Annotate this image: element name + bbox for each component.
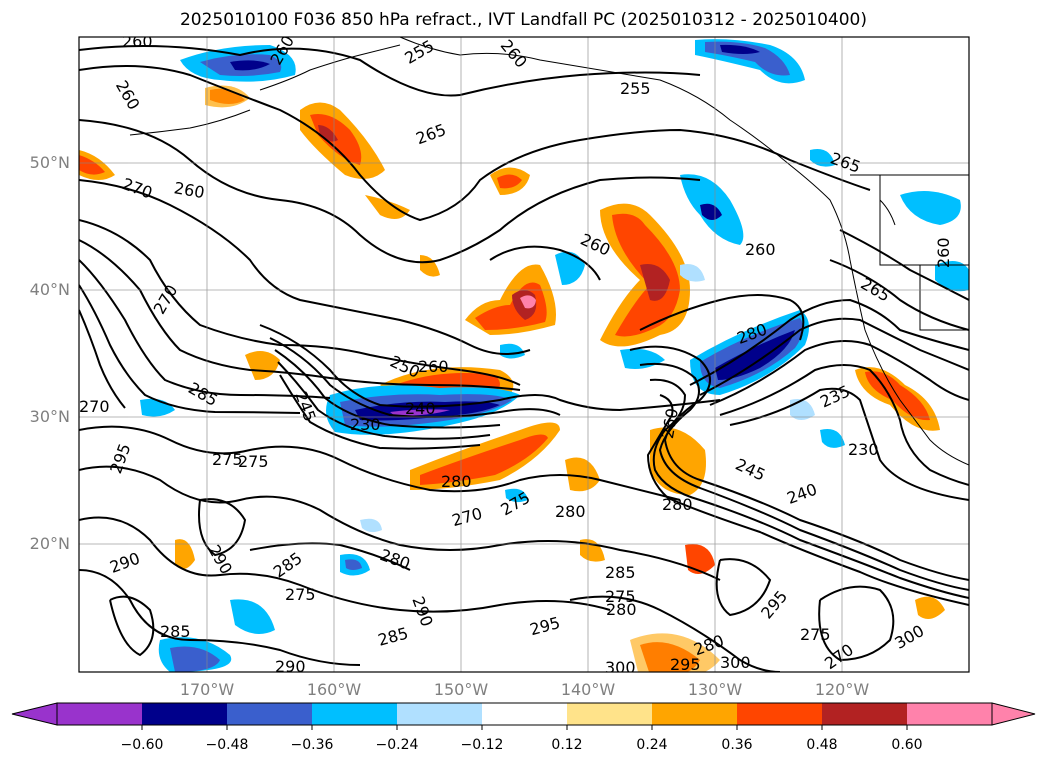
colorbar-tick-label: −0.12 (460, 737, 504, 753)
colorbar-tick-label: 0.24 (636, 737, 668, 753)
lat-label: 20°N (29, 534, 70, 553)
contour-label: 270 (79, 397, 110, 416)
contour-label: 260 (122, 32, 153, 51)
contour-label: 260 (745, 240, 776, 259)
colorbar-swatch (737, 703, 822, 725)
refractivity-shading (79, 39, 969, 672)
contour-label: 280 (662, 495, 693, 514)
colorbar-swatch (567, 703, 652, 725)
colorbar-tick-label: −0.60 (120, 737, 164, 753)
contour-label: 275 (238, 452, 269, 471)
contour-label: 240 (405, 399, 436, 418)
contour-label: 275 (605, 587, 636, 606)
plot-frame (78, 36, 970, 673)
colorbar-swatch (227, 703, 312, 725)
contour-label: 275 (212, 450, 243, 469)
contour-label: 295 (670, 655, 701, 674)
contour-label-group: 260 260 260 270 260 265 255 265 260 260 … (79, 32, 953, 677)
colorbar-swatch (482, 703, 567, 725)
map-title: 2025010100 F036 850 hPa refract., IVT La… (179, 10, 867, 30)
contour-label: 260 (418, 357, 449, 376)
contour-label: 255 (620, 79, 651, 98)
contour-label: 285 (605, 563, 636, 582)
lat-label: 40°N (29, 280, 70, 299)
colorbar-tick-label: −0.36 (290, 737, 334, 753)
colorbar-max-extend (991, 702, 1036, 726)
graticule (79, 37, 969, 672)
colorbar-swatch (822, 703, 907, 725)
colorbar-frame (56, 702, 993, 726)
contour-label: 290 (275, 657, 306, 676)
contour-label: 280 (441, 472, 472, 491)
colorbar-tick-label: 0.48 (806, 737, 838, 753)
contour-lines (79, 45, 969, 672)
lat-label: 50°N (29, 153, 70, 172)
lon-label: 160°W (306, 680, 362, 699)
colorbar-tick-label: 0.60 (891, 737, 923, 753)
colorbar-tick-label: 0.12 (551, 737, 583, 753)
lon-label: 130°W (687, 680, 743, 699)
coastlines (129, 37, 969, 466)
colorbar-tick-label: −0.24 (375, 737, 419, 753)
lon-label: 170°W (179, 680, 235, 699)
contour-label: 275 (800, 625, 831, 644)
contour-label: 230 (848, 440, 879, 459)
contour-label: 300 (605, 658, 636, 677)
contour-label: 230 (350, 415, 381, 434)
lat-label: 30°N (29, 407, 70, 426)
colorbar-swatch (652, 703, 737, 725)
colorbar-swatch (397, 703, 482, 725)
contour-label: 285 (160, 622, 191, 641)
contour-label: 260 (934, 237, 953, 268)
contour-label: 280 (555, 502, 586, 521)
lon-label: 120°W (814, 680, 870, 699)
lon-label: 150°W (433, 680, 489, 699)
colorbar-swatch (142, 703, 227, 725)
lon-label: 140°W (560, 680, 616, 699)
colorbar-swatch (57, 703, 142, 725)
colorbar-swatch (312, 703, 397, 725)
contour-label: 280 (606, 600, 637, 619)
colorbar-min-extend (11, 702, 58, 726)
colorbar (11, 702, 1036, 730)
contour-label: 300 (720, 653, 751, 672)
colorbar-tick-label: −0.48 (205, 737, 249, 753)
colorbar-tick-label: 0.36 (721, 737, 753, 753)
colorbar-swatch (907, 703, 992, 725)
contour-label: 275 (285, 585, 316, 604)
